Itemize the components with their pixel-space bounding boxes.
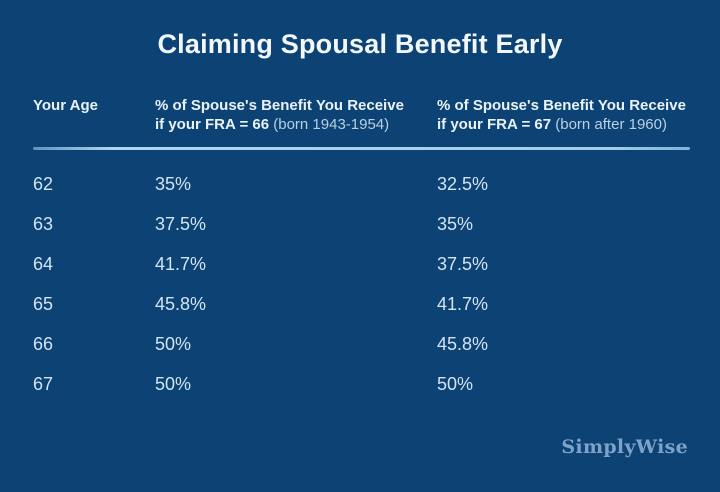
- cell-age: 67: [33, 373, 54, 394]
- table-row: 66 50% 45.8%: [33, 324, 702, 364]
- page-title: Claiming Spousal Benefit Early: [157, 29, 563, 59]
- table-row: 65 45.8% 41.7%: [33, 284, 702, 324]
- cell-fra67: 45.8%: [437, 333, 489, 354]
- cell-fra66: 35%: [155, 173, 192, 194]
- column-header-fra66-line1: % of Spouse's Benefit You Receive: [155, 97, 404, 114]
- cell-age: 66: [33, 333, 54, 354]
- table-body: 62 35% 32.5% 63 37.5% 35% 64 41.7% 37.5%…: [33, 164, 702, 404]
- column-header-fra66-bold: if your FRA = 66: [155, 115, 270, 133]
- cell-fra66: 50%: [155, 373, 192, 394]
- table-row: 64 41.7% 37.5%: [33, 244, 702, 284]
- cell-fra67: 37.5%: [437, 253, 489, 274]
- column-header-age-label: Your Age: [33, 97, 99, 114]
- column-header-fra67-note: (born after 1960): [555, 115, 667, 133]
- column-header-fra67: % of Spouse's Benefit You Receive if you…: [437, 97, 702, 135]
- cell-fra67: 41.7%: [437, 293, 489, 314]
- brand-simplywise: SimplyWise: [561, 436, 688, 458]
- table-row: 62 35% 32.5%: [33, 164, 702, 204]
- column-header-age: Your Age: [33, 97, 155, 135]
- column-header-fra66: % of Spouse's Benefit You Receive if you…: [155, 97, 437, 135]
- cell-age: 64: [33, 253, 54, 274]
- cell-fra66: 41.7%: [155, 253, 207, 274]
- cell-age: 62: [33, 173, 54, 194]
- cell-fra66: 37.5%: [155, 213, 207, 234]
- column-header-fra66-note: (born 1943-1954): [273, 115, 390, 133]
- cell-age: 65: [33, 293, 54, 314]
- cell-age: 63: [33, 213, 54, 234]
- column-header-fra67-bold: if your FRA = 67: [437, 115, 552, 133]
- table-header-row: Your Age % of Spouse's Benefit You Recei…: [33, 97, 702, 135]
- table-row: 67 50% 50%: [33, 364, 702, 404]
- table-row: 63 37.5% 35%: [33, 204, 702, 244]
- cell-fra66: 50%: [155, 333, 192, 354]
- header-divider: [33, 147, 690, 150]
- cell-fra67: 35%: [437, 213, 474, 234]
- column-header-fra67-line1: % of Spouse's Benefit You Receive: [437, 97, 686, 114]
- cell-fra67: 32.5%: [437, 173, 489, 194]
- cell-fra66: 45.8%: [155, 293, 207, 314]
- cell-fra67: 50%: [437, 373, 474, 394]
